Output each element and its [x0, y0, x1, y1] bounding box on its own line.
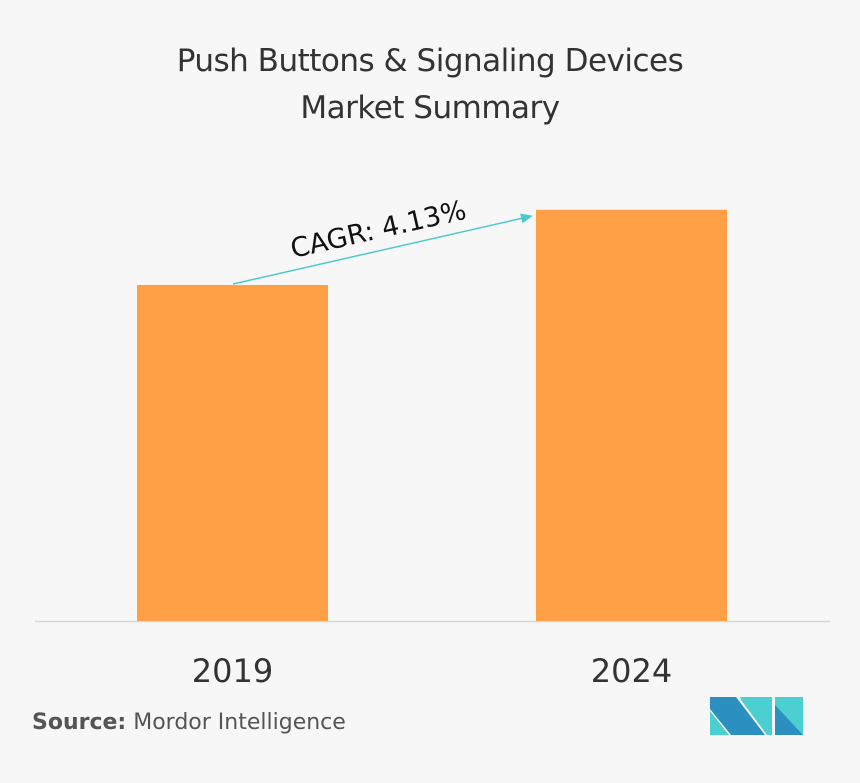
logo-shape: [775, 705, 803, 735]
chart-title-line-1: Push Buttons & Signaling Devices: [176, 43, 684, 79]
source-label: Source:: [32, 710, 127, 735]
cagr-arrow-head: [520, 213, 533, 224]
source-note: Source: Mordor Intelligence: [32, 710, 346, 735]
x-tick-label: 2024: [591, 652, 672, 690]
source-text: Mordor Intelligence: [133, 710, 346, 735]
cagr-arrow: [232, 217, 524, 285]
x-tick-label: 2019: [192, 652, 273, 690]
chart-title: Push Buttons & Signaling Devices Market …: [0, 38, 860, 132]
mordor-logo: [710, 697, 803, 735]
logo-shape: [710, 697, 765, 735]
chart-title-line-2: Market Summary: [300, 90, 560, 126]
cagr-label: CAGR: 4.13%: [288, 195, 470, 265]
bar-2024: [536, 209, 727, 621]
logo-shape: [710, 711, 729, 735]
bar-2019: [137, 285, 328, 621]
logo-shape: [740, 697, 772, 735]
